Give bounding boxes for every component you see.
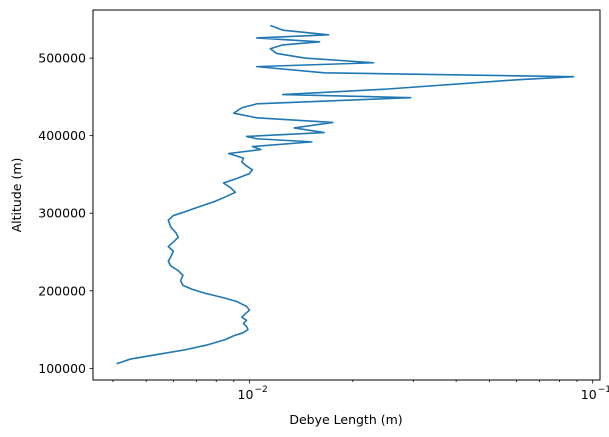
- series-line: [116, 24, 575, 365]
- x-tick-exponent: −2: [254, 385, 267, 395]
- plot-area-frame: [92, 9, 601, 381]
- x-axis-ticks: 10 −2 10 −1: [238, 380, 609, 402]
- y-tick-label: 200000: [38, 283, 86, 298]
- x-tick-label: 10: [238, 387, 254, 402]
- y-tick-label: 100000: [38, 361, 86, 376]
- y-axis-label: Altitude (m): [9, 158, 24, 233]
- y-tick-label: 500000: [38, 51, 86, 66]
- x-tick-label: 10: [581, 387, 597, 402]
- x-tick-exponent: −1: [598, 385, 609, 395]
- series-layer: [116, 24, 575, 365]
- y-axis-ticks: 100000 200000 300000 400000 500000: [38, 51, 93, 376]
- x-axis-label: Debye Length (m): [289, 412, 402, 427]
- y-tick-label: 300000: [38, 206, 86, 221]
- y-tick-label: 400000: [38, 128, 86, 143]
